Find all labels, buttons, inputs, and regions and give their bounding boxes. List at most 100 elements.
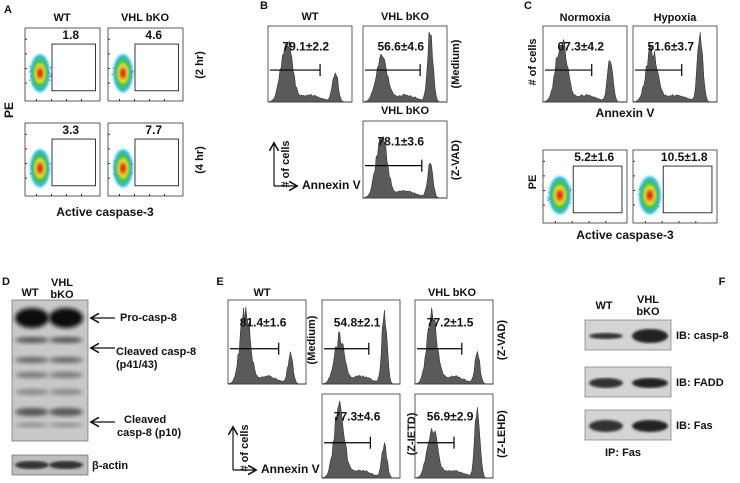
event-dot [111, 74, 113, 76]
event-dot [29, 79, 31, 81]
percent-label: 56.6±4.6 [377, 39, 424, 53]
band-label: β-actin [92, 460, 128, 472]
panel-letter: A [4, 4, 12, 16]
panel-letter: B [260, 0, 268, 12]
band [49, 337, 83, 343]
blot-label: IB: Fas [676, 420, 713, 432]
density [120, 69, 126, 77]
band-label: Cleaved [124, 414, 166, 426]
band [15, 308, 49, 328]
band [15, 357, 49, 363]
blot-label: IB: FADD [676, 377, 724, 389]
y-axis-label: # of cells [527, 38, 539, 85]
band [632, 420, 668, 432]
lane-label: bKO [50, 289, 74, 301]
percent-label: 51.6±3.7 [647, 39, 694, 53]
percent-label: 77.3±4.6 [334, 410, 381, 424]
y-axis-label: # of cells [280, 140, 292, 187]
band [15, 389, 49, 395]
lane-label: WT [21, 287, 38, 299]
percent-label: 54.8±2.1 [334, 316, 381, 330]
event-dot [569, 202, 571, 204]
band-label: Pro-casp-8 [120, 312, 177, 324]
condition-label: (Medium) [306, 315, 318, 364]
condition-label: (Z-VAD) [450, 140, 462, 180]
gate [662, 165, 713, 214]
band [589, 420, 623, 432]
column-header: VHL bKO [121, 12, 170, 24]
density [647, 191, 653, 199]
band [49, 372, 83, 378]
band [15, 461, 49, 469]
column-header: VHL bKO [381, 105, 430, 117]
histogram [414, 307, 493, 385]
x-axis-label: Annexin V [261, 462, 320, 476]
column-header: Hypoxia [654, 12, 698, 24]
histogram [414, 407, 493, 479]
ip-label: IP: Fas [605, 447, 641, 459]
y-axis-label: PE [527, 175, 539, 190]
band [15, 408, 49, 416]
band [49, 389, 83, 395]
band [49, 308, 83, 328]
condition-label: (Z-VAD) [496, 320, 508, 360]
event-dot [547, 199, 549, 201]
histogram [632, 32, 717, 103]
histogram [267, 41, 352, 103]
column-header: WT [301, 11, 318, 23]
plot-frame [542, 149, 628, 224]
percent-label: 81.4±1.6 [240, 316, 287, 330]
condition-label: (Z-IETD) [406, 412, 418, 455]
condition-label: (4 hr) [194, 146, 206, 174]
gate-label: 10.5±1.8 [661, 150, 708, 164]
band [49, 423, 83, 427]
y-axis-label: PE [2, 102, 16, 118]
band [15, 372, 49, 378]
x-axis-label: Active caspase-3 [576, 228, 674, 242]
histogram [362, 136, 447, 199]
gate-label: 4.6 [145, 28, 162, 42]
band [589, 333, 623, 339]
gate [51, 138, 96, 187]
histogram [321, 400, 400, 479]
histogram [321, 310, 400, 385]
percent-label: 67.3±4.2 [557, 39, 604, 53]
band [632, 329, 668, 343]
x-axis-label: Annexin V [596, 106, 655, 120]
gate-label: 7.7 [145, 123, 162, 137]
band [589, 378, 623, 388]
histogram [542, 38, 627, 103]
density [37, 69, 43, 77]
event-dot [49, 163, 51, 165]
x-axis-label: Annexin V [302, 178, 361, 192]
plot-frame [107, 122, 184, 197]
column-header: WT [253, 287, 270, 299]
percent-label: 79.1±2.2 [282, 39, 329, 53]
band [15, 337, 49, 343]
gate-label: 1.8 [62, 28, 79, 42]
band [632, 378, 668, 388]
gate-label: 3.3 [62, 123, 79, 137]
lane-label: VHL [51, 277, 73, 289]
column-header: Normoxia [560, 12, 612, 24]
column-header: WT [53, 12, 70, 24]
panel-letter: C [524, 0, 532, 12]
gate [51, 43, 96, 92]
lane-label: WT [595, 300, 612, 312]
panel-letter: F [719, 276, 726, 288]
event-dot [50, 75, 52, 77]
event-dot [50, 67, 52, 69]
plot-frame [24, 27, 101, 102]
gate-label: 5.2±1.6 [574, 150, 614, 164]
percent-label: 78.1±3.6 [377, 135, 424, 149]
band-label: (p41/43) [116, 359, 158, 371]
band-label: Cleaved casp-8 [116, 346, 196, 358]
blot-label: IB: casp-8 [676, 330, 729, 342]
condition-label: (2 hr) [194, 51, 206, 79]
condition-label: (Z-LEHD) [496, 410, 508, 458]
event-dot [29, 65, 32, 68]
density [557, 191, 563, 199]
panel-letter: D [2, 276, 10, 288]
column-header: VHL bKO [428, 287, 477, 299]
histogram [227, 306, 306, 385]
